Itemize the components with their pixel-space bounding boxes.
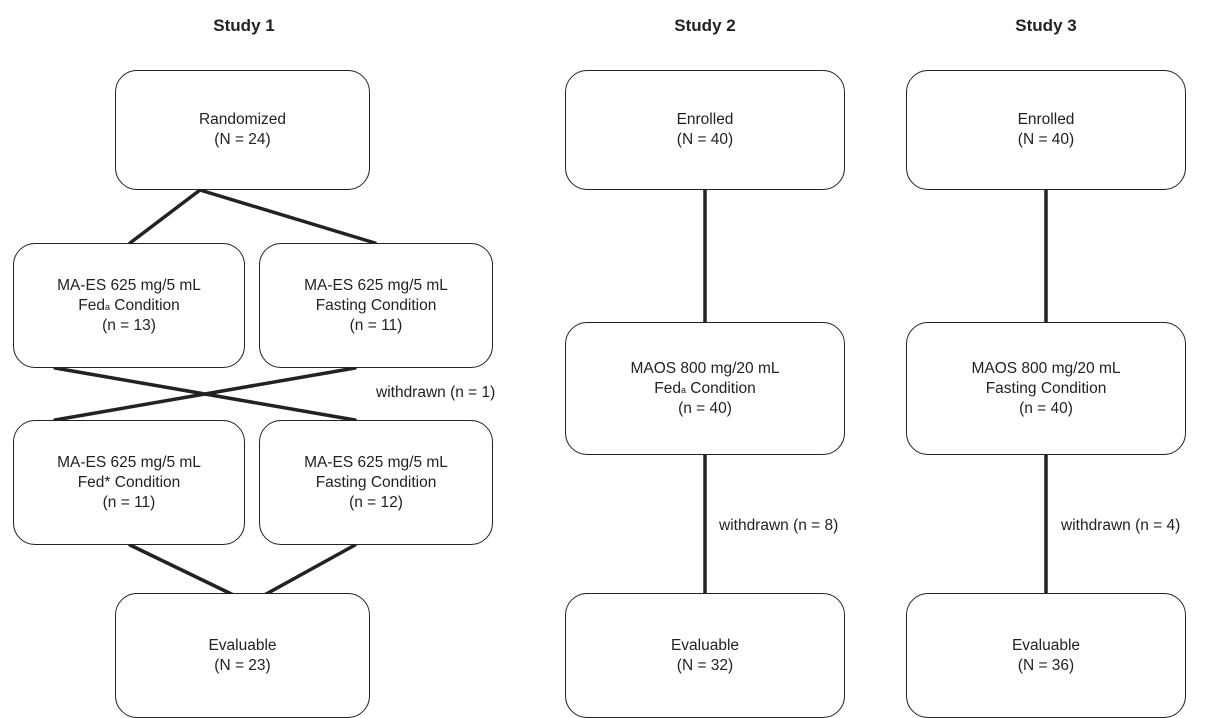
study1-period2-fed-box: MA-ES 625 mg/5 mL Fed* Condition (n = 11…: [13, 420, 245, 545]
connector-cross-right-left: [53, 366, 357, 422]
connector-randomized-right: [198, 188, 377, 245]
study3-evaluable-box: Evaluable (N = 36): [906, 593, 1186, 718]
box-count: (N = 40): [1017, 131, 1075, 148]
box-treatment: MA-ES 625 mg/5 mL: [57, 276, 201, 294]
box-label: Evaluable: [208, 636, 277, 654]
connector-randomized-left: [128, 188, 202, 245]
study3-title: Study 3: [1015, 16, 1077, 35]
study1-title: Study 1: [213, 16, 275, 35]
box-count: (N = 24): [214, 131, 271, 148]
study1-withdrawn-label: withdrawn (n = 1): [376, 384, 496, 401]
box-treatment: MAOS 800 mg/20 mL: [630, 359, 780, 377]
study3-treatment-box: MAOS 800 mg/20 mL Fasting Condition (n =…: [906, 322, 1186, 455]
box-treatment: MA-ES 625 mg/5 mL: [304, 453, 448, 471]
box-count: (n = 11): [349, 316, 403, 334]
box-count: (n = 11): [102, 493, 156, 511]
box-condition: Fed* Condition: [77, 473, 181, 491]
box-label: Randomized: [198, 111, 287, 128]
box-count: (n = 13): [102, 316, 156, 334]
box-count: (n = 40): [678, 399, 732, 417]
study2-enrolled-box: Enrolled (N = 40): [565, 70, 845, 190]
box-count: (n = 40): [1019, 399, 1073, 417]
study2-withdrawn-label: withdrawn (n = 8): [719, 517, 839, 534]
box-label: Evaluable: [1011, 636, 1081, 654]
box-count: (N = 36): [1017, 656, 1075, 674]
study1-period1-fasting-box: MA-ES 625 mg/5 mL Fasting Condition (n =…: [259, 243, 493, 368]
box-treatment: MAOS 800 mg/20 mL: [971, 359, 1121, 377]
box-treatment: MA-ES 625 mg/5 mL: [57, 453, 201, 471]
box-label: Evaluable: [670, 636, 740, 654]
box-treatment: MA-ES 625 mg/5 mL: [304, 276, 448, 294]
box-condition: Fasting Condition: [315, 296, 437, 314]
box-count: (N = 40): [676, 131, 734, 148]
study1-randomized-box: Randomized (N = 24): [115, 70, 370, 190]
study1-period2-fasting-box: MA-ES 625 mg/5 mL Fasting Condition (n =…: [259, 420, 493, 545]
box-label: Enrolled: [1017, 111, 1075, 128]
box-condition: Fasting Condition: [315, 473, 437, 491]
box-count: (N = 32): [676, 656, 734, 674]
study3-enrolled-box: Enrolled (N = 40): [906, 70, 1186, 190]
study2-treatment-box: MAOS 800 mg/20 mL Feda Condition (n = 40…: [565, 322, 845, 455]
box-condition: Feda Condition: [78, 296, 180, 314]
study1-period1-fed-box: MA-ES 625 mg/5 mL Feda Condition (n = 13…: [13, 243, 245, 368]
box-count: (n = 12): [349, 493, 403, 511]
study3-withdrawn-label: withdrawn (n = 4): [1061, 517, 1181, 534]
box-count: (N = 23): [214, 656, 271, 674]
box-condition: Fasting Condition: [985, 379, 1107, 397]
study2-evaluable-box: Evaluable (N = 32): [565, 593, 845, 718]
box-condition: Feda Condition: [654, 379, 756, 397]
study1-evaluable-box: Evaluable (N = 23): [115, 593, 370, 718]
study2-title: Study 2: [674, 16, 736, 35]
box-label: Enrolled: [676, 111, 734, 128]
